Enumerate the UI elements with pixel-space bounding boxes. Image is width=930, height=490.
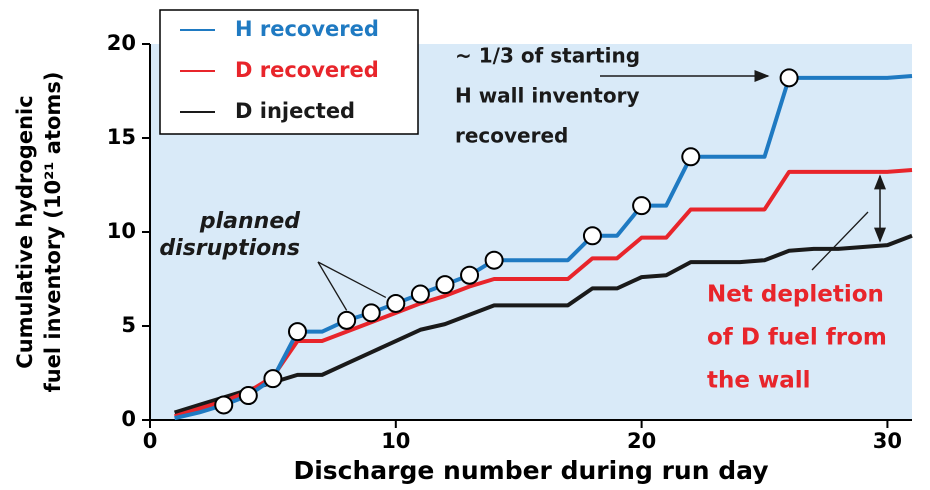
annotation: ~ 1/3 of starting xyxy=(455,44,640,68)
disruption-marker xyxy=(681,147,701,167)
y-tick-label: 20 xyxy=(107,31,136,55)
y-tick-label: 10 xyxy=(107,219,136,243)
disruption-marker xyxy=(484,250,504,270)
leader xyxy=(317,261,387,299)
disruption-marker xyxy=(214,395,234,415)
disruption-marker xyxy=(435,275,455,295)
disruption-marker xyxy=(582,226,602,246)
disruption-marker xyxy=(263,369,283,389)
annotation: Net depletion xyxy=(707,282,884,308)
y-axis-label: fuel inventory (10²¹ atoms) xyxy=(41,72,65,393)
disruption-marker xyxy=(287,322,307,342)
annotation: H wall inventory xyxy=(455,84,639,108)
y-axis-label: Cumulative hydrogenic xyxy=(13,95,37,368)
x-tick-label: 10 xyxy=(381,429,410,453)
x-axis-label: Discharge number during run day xyxy=(293,456,768,485)
disruption-marker xyxy=(460,265,480,285)
disruption-marker xyxy=(337,310,357,330)
series-line xyxy=(173,233,913,415)
disruption-marker xyxy=(361,303,381,323)
annotation: the wall xyxy=(707,368,811,394)
annotation: of D fuel from xyxy=(707,325,887,351)
y-tick-label: 0 xyxy=(121,407,136,431)
legend-label: H recovered xyxy=(235,17,379,41)
leader xyxy=(317,261,348,311)
disruption-marker xyxy=(238,386,258,406)
x-tick-label: 30 xyxy=(873,429,902,453)
disruption-marker xyxy=(410,284,430,304)
y-tick-label: 15 xyxy=(107,125,136,149)
x-tick-label: 20 xyxy=(627,429,656,453)
disruption-marker xyxy=(779,68,799,88)
annotation: disruptions xyxy=(159,236,300,261)
leader xyxy=(811,211,869,271)
disruption-marker xyxy=(386,293,406,313)
disruption-marker xyxy=(632,196,652,216)
annotation: planned xyxy=(199,209,300,234)
annotation: recovered xyxy=(455,124,568,148)
legend-label: D injected xyxy=(235,99,355,123)
legend-label: D recovered xyxy=(235,58,379,82)
x-tick-label: 0 xyxy=(143,429,158,453)
y-tick-label: 5 xyxy=(121,313,136,337)
